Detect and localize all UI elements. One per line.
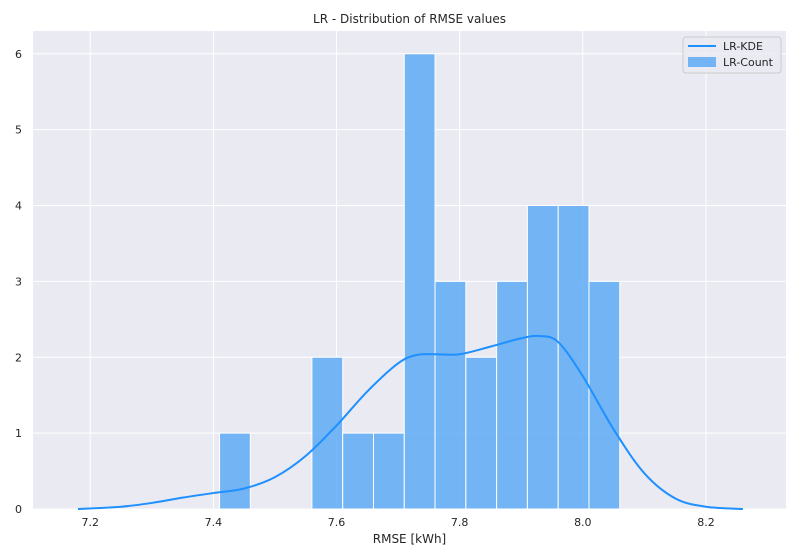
x-tick-label: 8.0 xyxy=(574,516,592,529)
y-tick-label: 5 xyxy=(15,124,22,137)
x-tick-label: 8.2 xyxy=(697,516,715,529)
y-tick-label: 1 xyxy=(15,427,22,440)
legend-kde-label: LR-KDE xyxy=(723,40,763,53)
histogram-bar xyxy=(526,205,559,510)
x-tick-label: 7.2 xyxy=(82,516,100,529)
legend: LR-KDE LR-Count xyxy=(682,36,782,74)
y-tick-labels: 0 1 2 3 4 5 6 xyxy=(15,48,22,516)
histogram-bar xyxy=(465,356,498,510)
y-tick-label: 6 xyxy=(15,48,22,61)
kde-line xyxy=(77,334,743,510)
chart-title: LR - Distribution of RMSE values xyxy=(313,12,506,26)
histogram-bar xyxy=(311,356,344,510)
x-tick-label: 7.4 xyxy=(205,516,223,529)
histogram-bar xyxy=(557,205,590,510)
y-tick-label: 4 xyxy=(15,200,22,213)
y-tick-label: 3 xyxy=(15,275,22,288)
histogram-bar xyxy=(403,53,436,510)
histogram-bar xyxy=(372,432,405,510)
x-tick-labels: 7.2 7.4 7.6 7.8 8.0 8.2 xyxy=(82,516,715,529)
histogram-bar xyxy=(219,432,251,510)
legend-count-label: LR-Count xyxy=(723,56,774,69)
x-tick-label: 7.6 xyxy=(328,516,346,529)
legend-count-swatch xyxy=(688,57,716,67)
histogram-bar xyxy=(496,280,528,510)
histogram-bar xyxy=(434,280,467,510)
histogram-bar xyxy=(342,432,374,510)
y-tick-label: 2 xyxy=(15,351,22,364)
histogram-bars xyxy=(219,53,621,510)
x-gridlines xyxy=(89,31,707,509)
x-axis-label: RMSE [kWh] xyxy=(373,532,447,546)
x-tick-label: 7.8 xyxy=(451,516,469,529)
y-tick-label: 0 xyxy=(15,503,22,516)
